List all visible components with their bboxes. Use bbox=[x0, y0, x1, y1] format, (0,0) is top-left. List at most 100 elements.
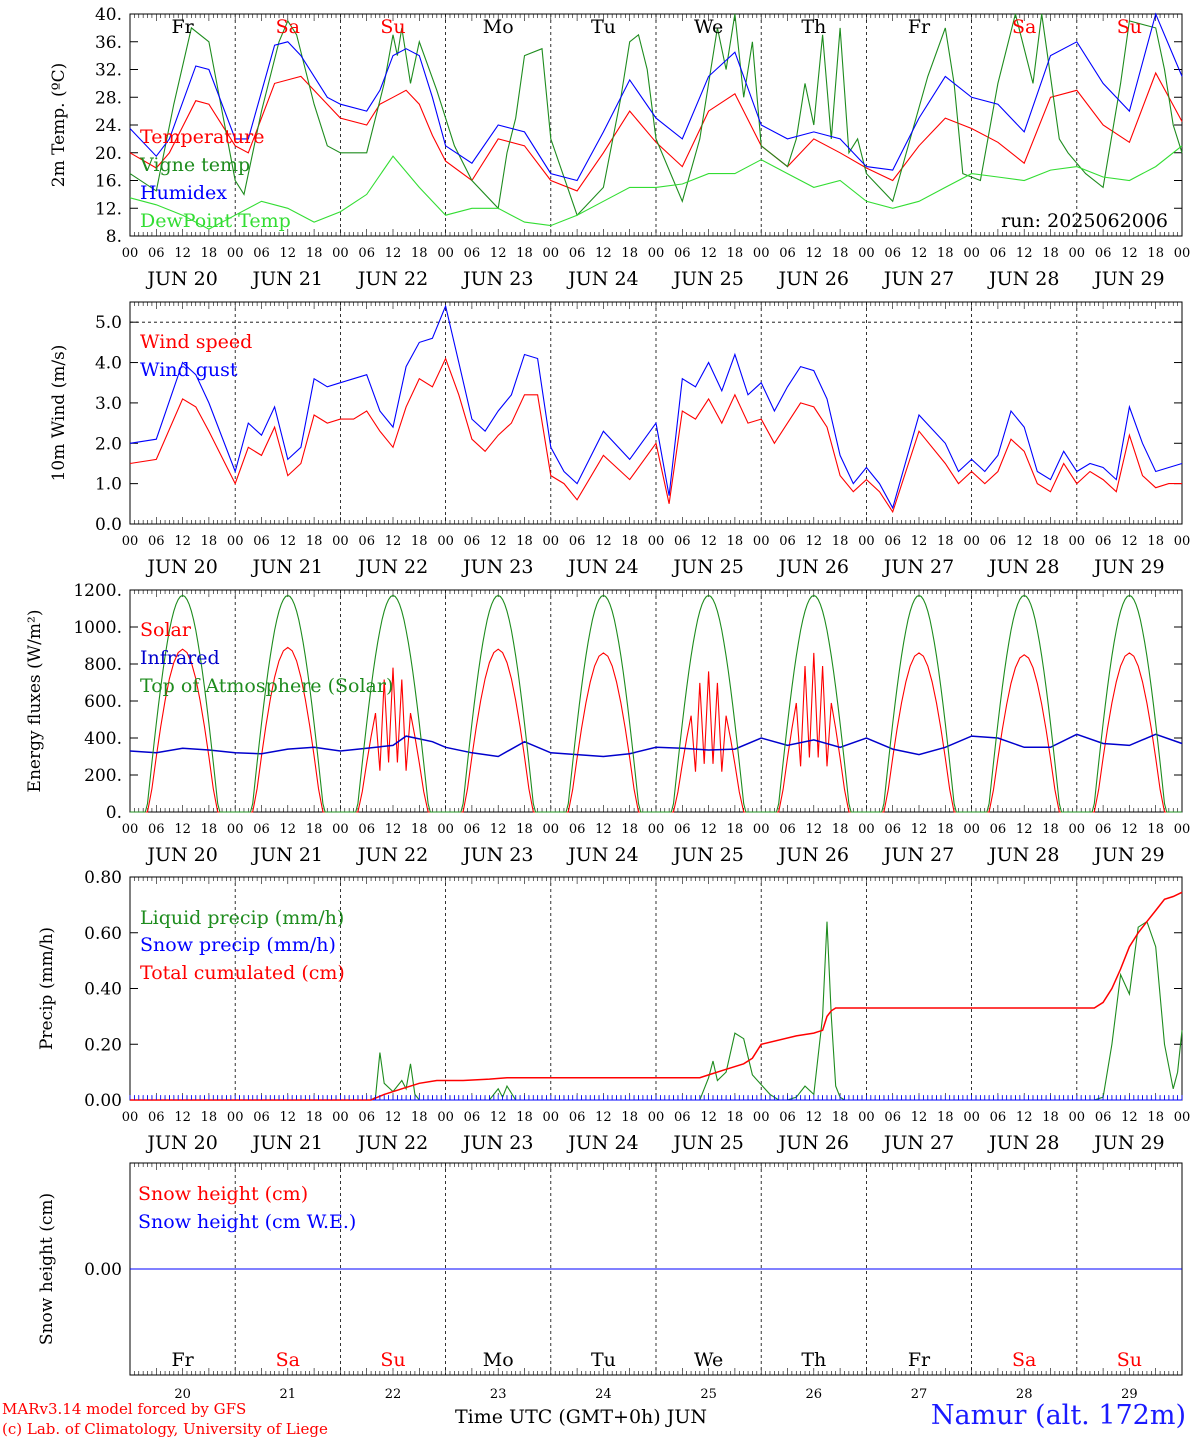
hour-tick-label: 18 bbox=[1147, 534, 1164, 549]
hour-tick-label: 12 bbox=[174, 1110, 191, 1125]
hour-tick-label: 06 bbox=[148, 534, 165, 549]
date-label: JUN 20 bbox=[145, 556, 217, 578]
hour-tick-label: 18 bbox=[201, 246, 218, 261]
hour-tick-label: 18 bbox=[201, 1110, 218, 1125]
hour-tick-label: 00 bbox=[1174, 534, 1191, 549]
y-axis-label: Energy fluxes (W/m²) bbox=[25, 610, 45, 793]
hour-tick-label: 12 bbox=[700, 246, 717, 261]
hour-tick-label: 00 bbox=[858, 822, 875, 837]
date-label: JUN 22 bbox=[356, 556, 428, 578]
date-label: JUN 25 bbox=[671, 556, 743, 578]
hour-tick-label: 12 bbox=[806, 1110, 823, 1125]
panel-4 bbox=[129, 1162, 1183, 1376]
hour-tick-label: 18 bbox=[1147, 1110, 1164, 1125]
hour-tick-label: 06 bbox=[674, 246, 691, 261]
hour-tick-label: 00 bbox=[122, 1110, 139, 1125]
hour-tick-label: 00 bbox=[858, 1110, 875, 1125]
hour-tick-label: 00 bbox=[1069, 1110, 1086, 1125]
hour-tick-label: 18 bbox=[306, 1110, 323, 1125]
hour-tick-label: 00 bbox=[437, 246, 454, 261]
hour-tick-label: 06 bbox=[569, 1110, 586, 1125]
hour-tick-label: 00 bbox=[648, 246, 665, 261]
y-tick-label: 0.60 bbox=[84, 924, 122, 944]
hour-tick-label: 18 bbox=[1147, 246, 1164, 261]
date-label: JUN 24 bbox=[566, 1132, 638, 1154]
y-axis-label: 2m Temp. (ºC) bbox=[49, 63, 69, 188]
y-tick-label: 2.0 bbox=[95, 434, 122, 454]
hour-tick-label: 18 bbox=[1042, 1110, 1059, 1125]
hour-tick-label: 00 bbox=[1174, 1110, 1191, 1125]
hour-tick-label: 12 bbox=[280, 822, 297, 837]
y-tick-label: 1.0 bbox=[95, 475, 122, 495]
hour-tick-label: 18 bbox=[306, 534, 323, 549]
y-tick-label: 32. bbox=[95, 61, 122, 81]
hour-tick-label: 00 bbox=[858, 534, 875, 549]
hour-tick-label: 00 bbox=[858, 246, 875, 261]
hour-tick-label: 00 bbox=[437, 534, 454, 549]
hour-tick-label: 12 bbox=[911, 822, 928, 837]
hour-tick-label: 12 bbox=[385, 1110, 402, 1125]
hour-tick-label: 06 bbox=[990, 1110, 1007, 1125]
hour-tick-label: 18 bbox=[1042, 534, 1059, 549]
date-label: JUN 22 bbox=[356, 844, 428, 866]
hour-tick-label: 00 bbox=[227, 534, 244, 549]
hour-tick-label: 12 bbox=[595, 822, 612, 837]
hour-tick-label: 00 bbox=[963, 1110, 980, 1125]
hour-tick-label: 12 bbox=[700, 1110, 717, 1125]
series-line-temperature bbox=[129, 71, 1183, 192]
hour-tick-label: 06 bbox=[464, 246, 481, 261]
day-name: Sa bbox=[1012, 16, 1036, 38]
day-name: Th bbox=[801, 1349, 826, 1371]
date-label: JUN 29 bbox=[1092, 268, 1164, 290]
hour-tick-label: 06 bbox=[1095, 822, 1112, 837]
y-tick-label: 0.40 bbox=[84, 980, 122, 1000]
legend-entry: Solar bbox=[140, 619, 192, 641]
panel-1 bbox=[129, 301, 1183, 525]
date-label: JUN 28 bbox=[987, 844, 1059, 866]
date-label: JUN 21 bbox=[251, 268, 323, 290]
hour-tick-label: 12 bbox=[280, 1110, 297, 1125]
hour-tick-label: 06 bbox=[358, 822, 375, 837]
hour-tick-label: 06 bbox=[464, 1110, 481, 1125]
y-tick-label: 20. bbox=[95, 144, 122, 164]
y-axis-label: Snow height (cm) bbox=[37, 1193, 57, 1345]
hour-tick-label: 06 bbox=[1095, 246, 1112, 261]
hour-tick-label: 12 bbox=[490, 246, 507, 261]
date-label: JUN 24 bbox=[566, 268, 638, 290]
hour-tick-label: 18 bbox=[937, 1110, 954, 1125]
hour-tick-label: 12 bbox=[806, 246, 823, 261]
hour-tick-label: 18 bbox=[1042, 246, 1059, 261]
hour-tick-label: 00 bbox=[332, 246, 349, 261]
legend-entry: Wind gust bbox=[140, 359, 238, 381]
date-label: JUN 27 bbox=[882, 1132, 954, 1154]
date-label: JUN 26 bbox=[777, 556, 849, 578]
hour-tick-label: 00 bbox=[332, 822, 349, 837]
hour-tick-label: 00 bbox=[648, 534, 665, 549]
day-number: 21 bbox=[280, 1387, 297, 1402]
y-tick-label: 16. bbox=[95, 172, 122, 192]
legend-entry: Total cumulated (cm) bbox=[140, 962, 345, 984]
hour-tick-label: 12 bbox=[490, 1110, 507, 1125]
hour-tick-label: 12 bbox=[700, 534, 717, 549]
day-name: Fr bbox=[171, 16, 194, 38]
hour-tick-label: 06 bbox=[779, 1110, 796, 1125]
hour-tick-label: 00 bbox=[648, 1110, 665, 1125]
hour-tick-label: 18 bbox=[621, 534, 638, 549]
hour-tick-label: 12 bbox=[1016, 534, 1033, 549]
hour-tick-label: 06 bbox=[253, 246, 270, 261]
day-number: 25 bbox=[700, 1387, 717, 1402]
hour-tick-label: 06 bbox=[779, 534, 796, 549]
hour-tick-label: 06 bbox=[884, 1110, 901, 1125]
hour-tick-label: 12 bbox=[806, 822, 823, 837]
y-tick-label: 400. bbox=[84, 729, 122, 749]
series-line-top-of-atmosphere-solar- bbox=[130, 594, 1182, 813]
y-tick-label: 200. bbox=[84, 766, 122, 786]
hour-tick-label: 06 bbox=[1095, 1110, 1112, 1125]
date-label: JUN 24 bbox=[566, 556, 638, 578]
hour-tick-label: 18 bbox=[727, 1110, 744, 1125]
date-label: JUN 25 bbox=[671, 1132, 743, 1154]
hour-tick-label: 12 bbox=[1016, 822, 1033, 837]
hour-tick-label: 18 bbox=[516, 1110, 533, 1125]
y-axis-label: Precip (mm/h) bbox=[37, 927, 57, 1050]
hour-tick-label: 06 bbox=[148, 1110, 165, 1125]
